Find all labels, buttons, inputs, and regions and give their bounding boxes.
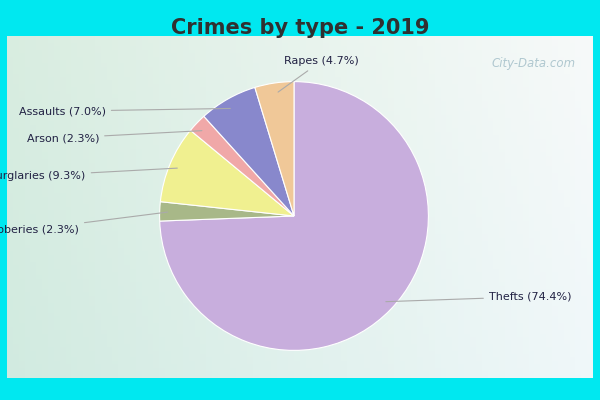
Wedge shape bbox=[160, 202, 294, 221]
Text: Robberies (2.3%): Robberies (2.3%) bbox=[0, 212, 167, 234]
Text: City-Data.com: City-Data.com bbox=[491, 56, 575, 70]
Text: Arson (2.3%): Arson (2.3%) bbox=[26, 131, 202, 143]
Text: Crimes by type - 2019: Crimes by type - 2019 bbox=[171, 18, 429, 38]
Wedge shape bbox=[160, 130, 294, 216]
Wedge shape bbox=[204, 88, 294, 216]
Wedge shape bbox=[255, 82, 294, 216]
Text: Assaults (7.0%): Assaults (7.0%) bbox=[19, 106, 230, 116]
Wedge shape bbox=[160, 82, 428, 350]
Text: Thefts (74.4%): Thefts (74.4%) bbox=[386, 292, 571, 302]
Wedge shape bbox=[190, 116, 294, 216]
Text: Rapes (4.7%): Rapes (4.7%) bbox=[278, 56, 358, 92]
Text: Burglaries (9.3%): Burglaries (9.3%) bbox=[0, 168, 177, 181]
